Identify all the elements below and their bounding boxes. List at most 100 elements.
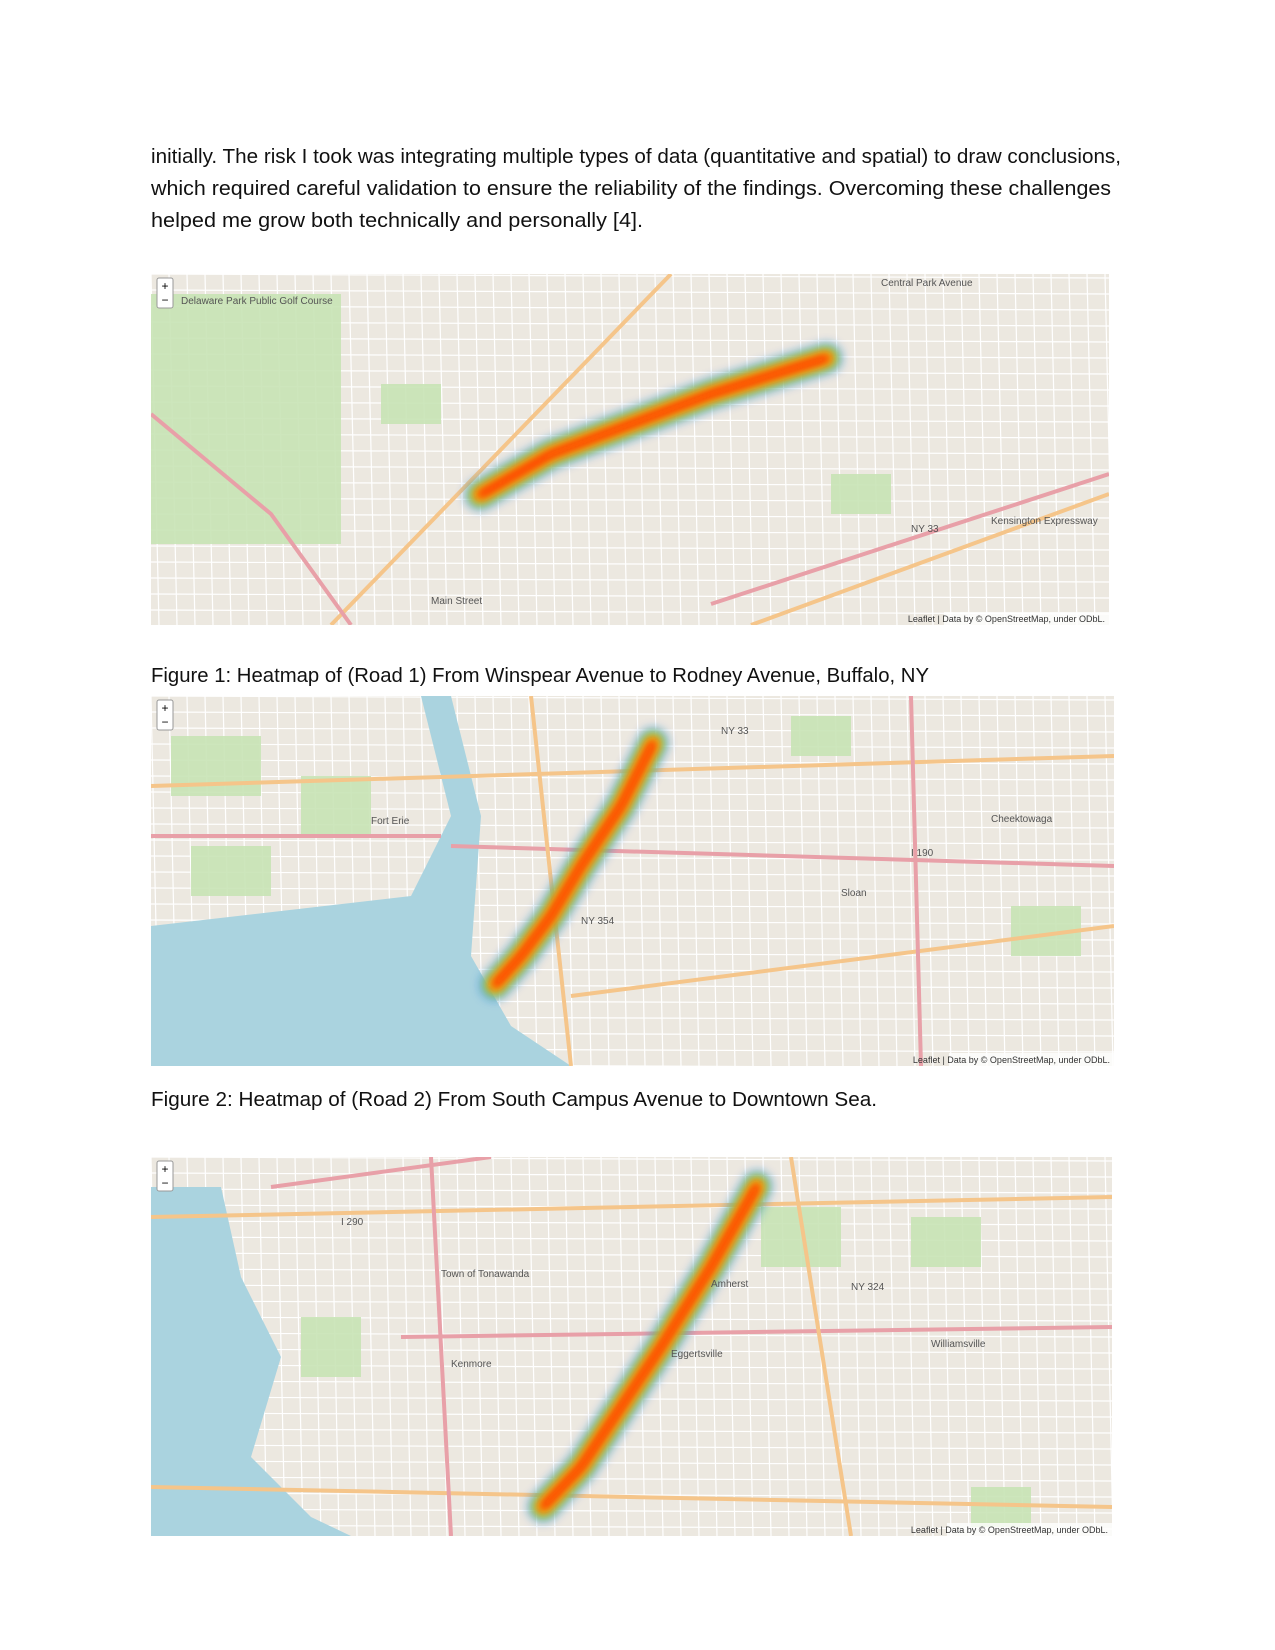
- street: [151, 274, 1109, 279]
- road: [329, 274, 673, 625]
- street: [888, 1157, 898, 1536]
- map-label: Kenmore: [451, 1359, 492, 1370]
- attribution: Leaflet | Data by © OpenStreetMap, under…: [913, 1055, 1110, 1065]
- street: [151, 561, 1109, 567]
- street: [1068, 1157, 1078, 1536]
- map-label: I 190: [911, 848, 934, 859]
- street: [420, 274, 430, 625]
- park: [171, 736, 261, 796]
- street: [420, 1157, 430, 1536]
- paragraph-line: which required careful validation to ens…: [150, 178, 1111, 200]
- road: [570, 924, 1114, 998]
- street: [151, 593, 1109, 599]
- attribution-box: [949, 1053, 1114, 1066]
- street: [726, 274, 736, 625]
- map-label: Delaware Park Public Golf Course: [181, 296, 333, 307]
- street: [870, 274, 880, 625]
- street: [151, 577, 1109, 583]
- attribution-box: [947, 1523, 1112, 1536]
- street: [690, 696, 700, 1066]
- road: [151, 1195, 1112, 1219]
- street: [888, 274, 898, 625]
- zoom-in[interactable]: +: [161, 279, 168, 293]
- road: [710, 472, 1109, 606]
- street: [618, 274, 628, 625]
- street: [708, 696, 718, 1066]
- zoom-out[interactable]: −: [161, 715, 168, 729]
- street: [726, 696, 736, 1066]
- map: Fort Erie Cheektowaga NY 33 NY 354 I 190 Sloa…: [151, 696, 1114, 1066]
- water: [151, 1187, 351, 1536]
- map-label: NY 33: [721, 726, 749, 737]
- street: [996, 274, 1006, 625]
- street: [402, 1157, 412, 1536]
- street: [402, 274, 412, 625]
- street: [960, 274, 970, 625]
- street: [852, 274, 862, 625]
- zoom-out[interactable]: −: [161, 293, 168, 307]
- street: [366, 1157, 376, 1536]
- street: [1014, 274, 1024, 625]
- street: [1014, 1157, 1024, 1536]
- map-label: NY 33: [911, 524, 939, 535]
- street: [1032, 1157, 1042, 1536]
- zoom-control: [156, 277, 174, 309]
- figure-caption: Figure 1: Heatmap of (Road 1) From Winsp…: [151, 665, 929, 687]
- zoom-in[interactable]: +: [161, 1162, 168, 1176]
- street: [151, 887, 1114, 893]
- road: [151, 1485, 1112, 1509]
- park: [381, 384, 441, 424]
- street: [906, 1157, 916, 1536]
- street: [636, 274, 646, 625]
- street: [474, 1157, 484, 1536]
- map-content: Town of Tonawanda Kenmore Eggertsville Will…: [151, 1157, 1112, 1536]
- street: [1032, 274, 1042, 625]
- map-label: I 290: [341, 1217, 364, 1228]
- road: [529, 696, 573, 1066]
- street: [1068, 274, 1078, 625]
- street: [600, 696, 610, 1066]
- street: [151, 871, 1114, 877]
- heatmap-trace: [491, 739, 657, 989]
- map-label: NY 354: [581, 916, 615, 927]
- street: [151, 1460, 1112, 1466]
- street: [744, 696, 754, 1066]
- road: [789, 1157, 853, 1536]
- paragraph-line: helped me grow both technically and pers…: [151, 210, 643, 232]
- street: [151, 1157, 1112, 1162]
- street: [151, 1444, 1112, 1450]
- street: [708, 274, 718, 625]
- street: [151, 1428, 1112, 1434]
- street: [492, 696, 502, 1066]
- map-label: Main Street: [431, 596, 482, 607]
- zoom-in[interactable]: +: [161, 701, 168, 715]
- paragraph-line: initially. The risk I took was integrati…: [151, 146, 1121, 168]
- street: [546, 1157, 556, 1536]
- street: [151, 711, 1114, 717]
- street: [762, 696, 772, 1066]
- street: [1086, 1157, 1096, 1536]
- street: [600, 1157, 610, 1536]
- park: [831, 474, 891, 514]
- street: [151, 839, 1114, 845]
- street: [870, 696, 880, 1066]
- street: [384, 274, 394, 625]
- attribution-box: [944, 612, 1109, 625]
- zoom-out[interactable]: −: [161, 1176, 168, 1190]
- street: [1050, 1157, 1060, 1536]
- street: [798, 274, 808, 625]
- street: [474, 274, 484, 625]
- street: [151, 903, 1114, 909]
- street: [852, 1157, 862, 1536]
- heatmap-trace: [476, 354, 831, 499]
- street: [978, 274, 988, 625]
- park: [301, 1317, 361, 1377]
- road: [429, 1157, 453, 1536]
- street: [151, 1476, 1112, 1482]
- street: [151, 1284, 1112, 1290]
- street: [690, 1157, 700, 1536]
- heatmap-trace: [539, 1182, 761, 1511]
- park: [301, 776, 371, 836]
- street: [1104, 274, 1109, 476]
